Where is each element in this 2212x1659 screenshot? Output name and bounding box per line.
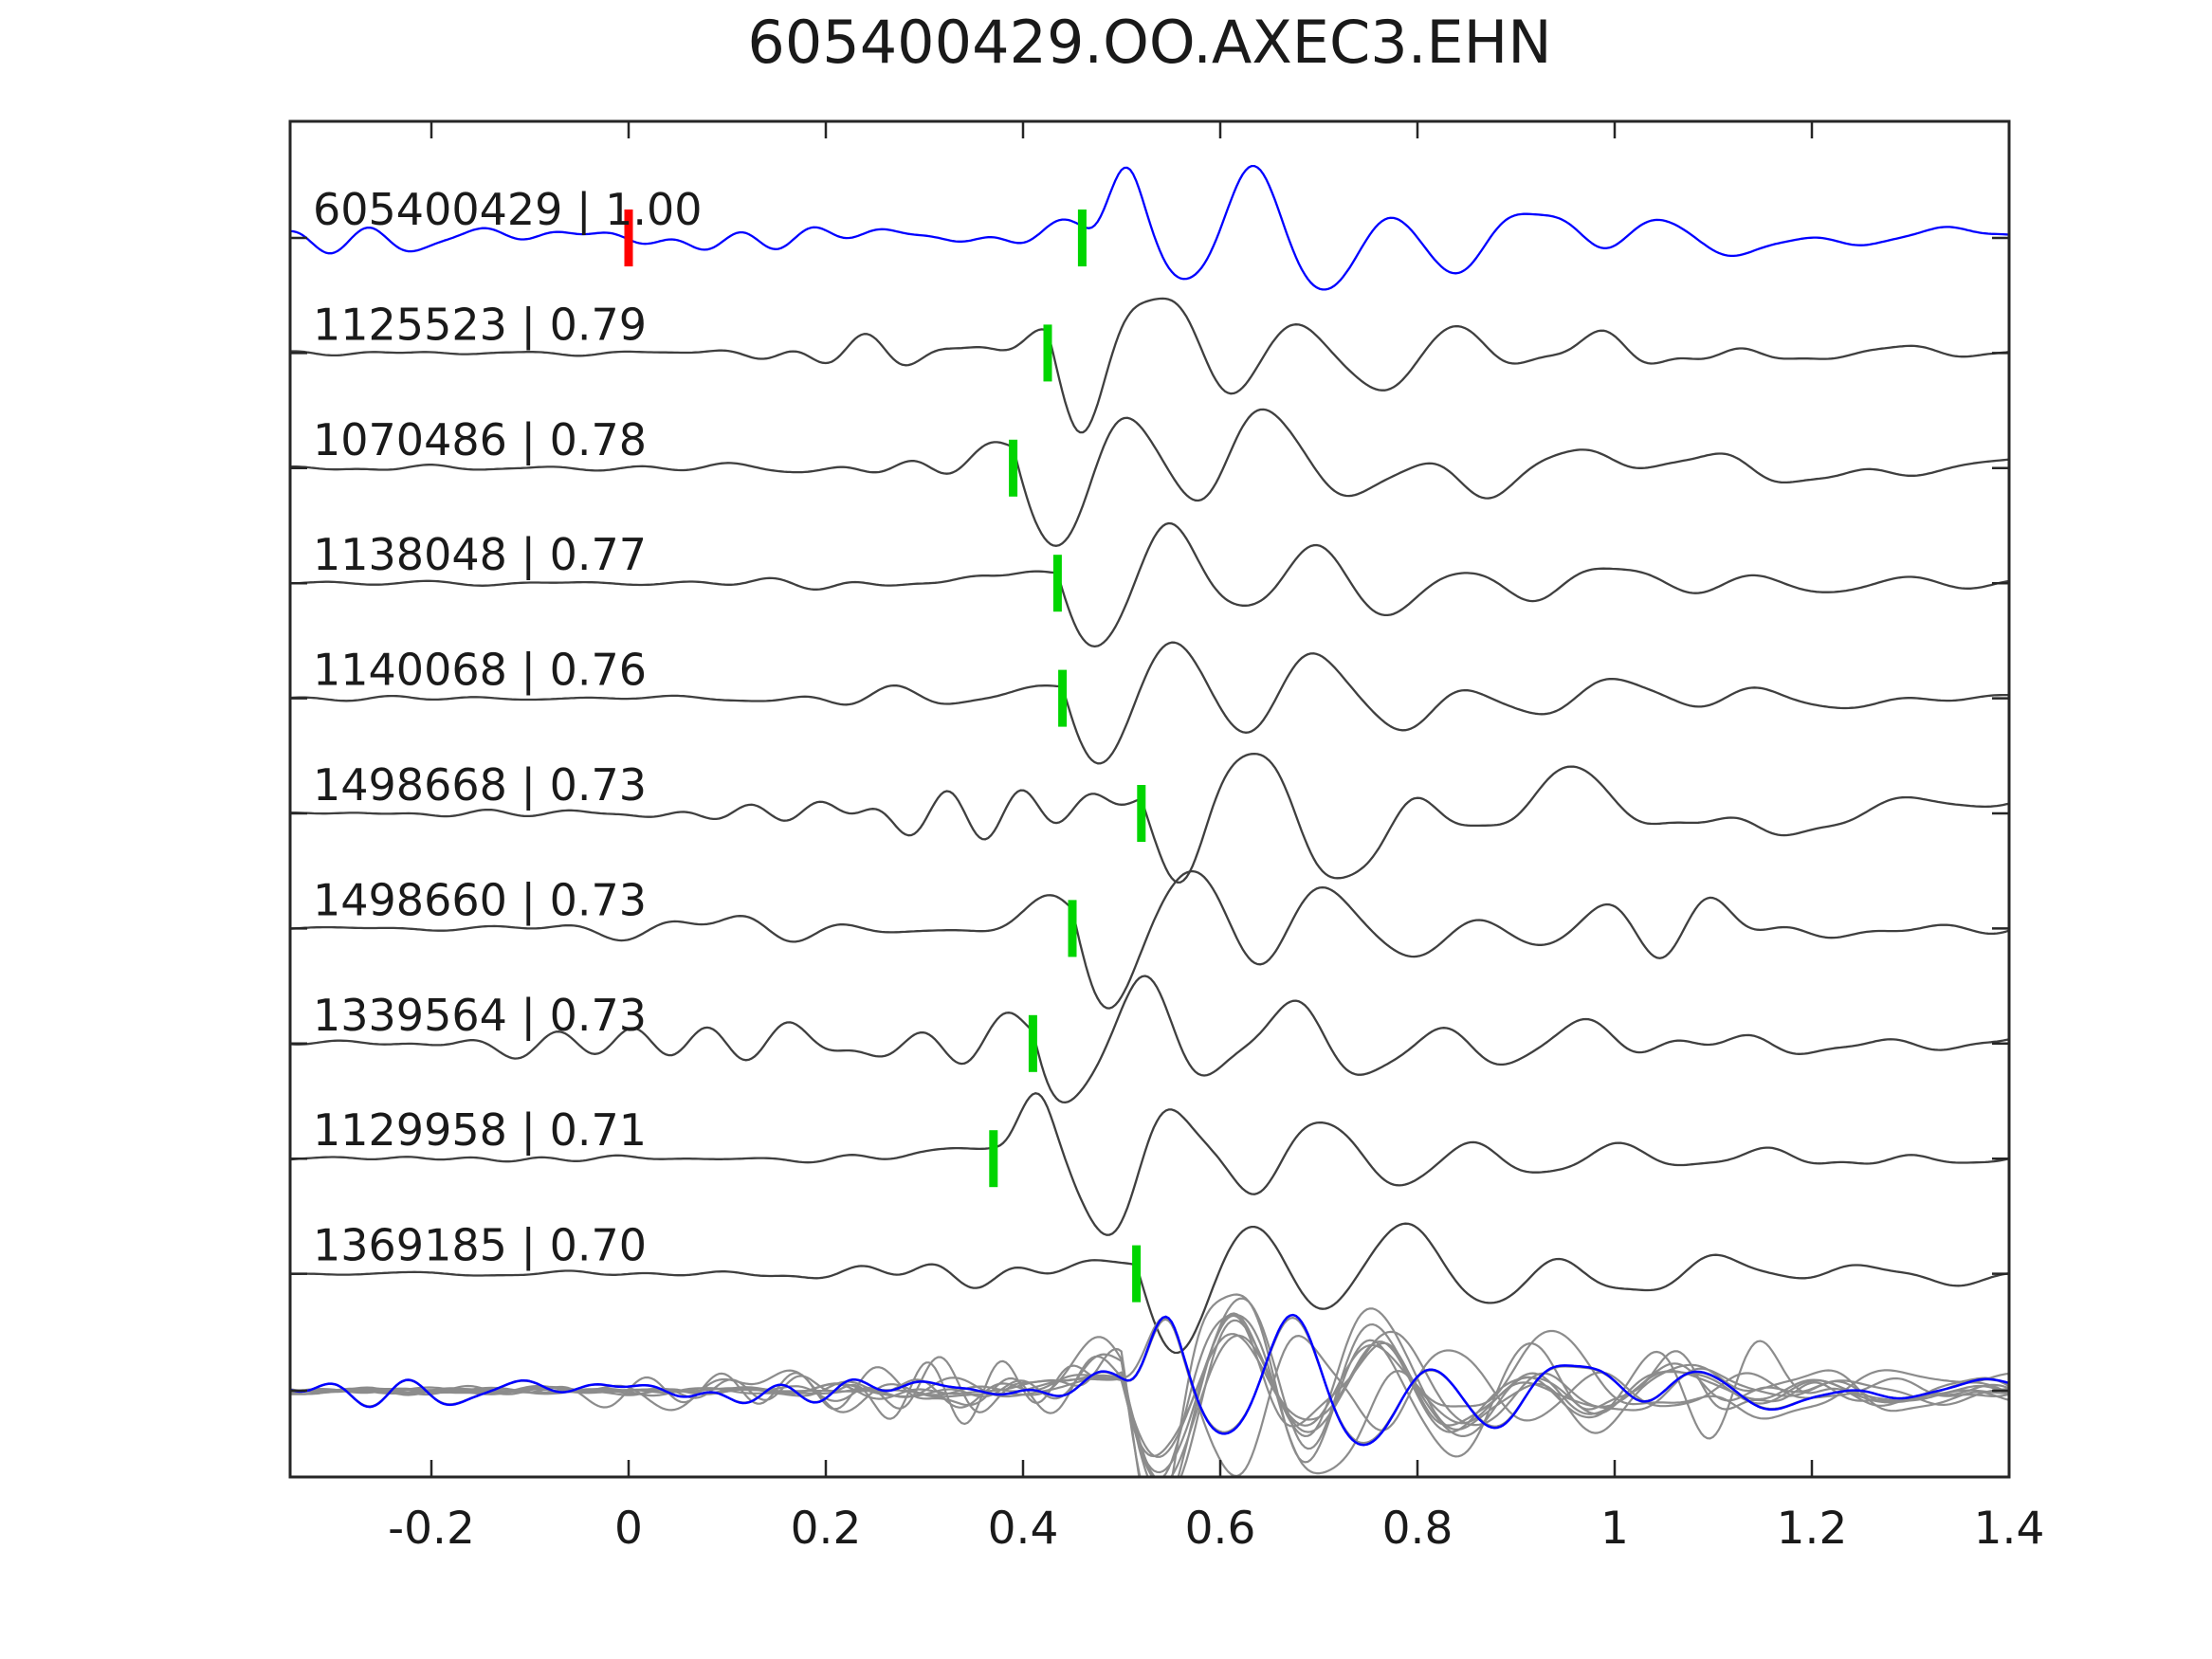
pick-marker-green bbox=[1058, 669, 1068, 727]
waveform-trace bbox=[290, 1222, 2009, 1355]
waveform-trace bbox=[290, 521, 2009, 648]
trace-label: 1498668 | 0.73 bbox=[313, 759, 647, 811]
trace-label: 1129958 | 0.71 bbox=[313, 1104, 647, 1157]
waveform-trace bbox=[290, 975, 2009, 1104]
stack-reference-trace bbox=[290, 1313, 2009, 1447]
stack-trace bbox=[290, 1317, 2009, 1477]
x-tick-label: 1.2 bbox=[1777, 1503, 1848, 1555]
trace-label: 1339564 | 0.73 bbox=[313, 990, 647, 1042]
pick-marker-green bbox=[1028, 1014, 1037, 1072]
pick-marker-green bbox=[1052, 555, 1062, 612]
x-tick-label: 1.4 bbox=[1974, 1503, 2045, 1555]
waveform-trace bbox=[290, 752, 2009, 884]
stack-trace bbox=[290, 1333, 2009, 1458]
pick-marker-green bbox=[1137, 785, 1146, 842]
pick-marker-green bbox=[1077, 210, 1087, 266]
waveform-trace bbox=[290, 1092, 2009, 1236]
x-tick-label: 0.6 bbox=[1185, 1503, 1256, 1555]
waveform-trace bbox=[290, 869, 2009, 1010]
x-tick-label: 0.4 bbox=[988, 1503, 1059, 1555]
reference-waveform-trace bbox=[290, 164, 2009, 291]
stack-trace bbox=[290, 1293, 2009, 1477]
labels: 605400429 | 1.00 1125523 | 0.79 1070486 | … bbox=[313, 184, 2044, 1555]
pick-marker-green bbox=[1043, 324, 1052, 382]
pick-marker-green bbox=[1009, 439, 1018, 497]
trace-label: 1125523 | 0.79 bbox=[313, 299, 647, 351]
waveform-trace bbox=[290, 408, 2009, 547]
trace-group bbox=[290, 164, 2009, 1477]
pick-markers bbox=[624, 210, 1146, 1303]
stack-trace bbox=[290, 1330, 2009, 1477]
x-tick-label: 0.8 bbox=[1382, 1503, 1453, 1555]
x-tick-label: 1 bbox=[1600, 1503, 1629, 1555]
x-tick-label: 0 bbox=[614, 1503, 643, 1555]
plot-border bbox=[288, 119, 2011, 1479]
axes bbox=[288, 119, 2011, 1479]
waveform-trace bbox=[290, 297, 2009, 434]
x-tick-label: 0.2 bbox=[791, 1503, 862, 1555]
trace-label: 1369185 | 0.70 bbox=[313, 1220, 647, 1272]
pick-marker-green bbox=[1068, 900, 1077, 957]
chart-title: 605400429.OO.AXEC3.EHN bbox=[747, 8, 1552, 77]
pick-marker-green bbox=[989, 1130, 998, 1188]
x-tick-label: -0.2 bbox=[388, 1503, 475, 1555]
trace-label: 605400429 | 1.00 bbox=[313, 184, 703, 236]
trace-label: 1140068 | 0.76 bbox=[313, 645, 647, 697]
stack-trace bbox=[290, 1297, 2009, 1477]
trace-label: 1070486 | 0.78 bbox=[313, 414, 647, 466]
reference-pick-marker bbox=[624, 210, 633, 266]
trace-label: 1138048 | 0.77 bbox=[313, 529, 647, 581]
waveform-trace bbox=[290, 641, 2009, 765]
trace-label: 1498660 | 0.73 bbox=[313, 874, 647, 926]
pick-marker-green bbox=[1132, 1245, 1142, 1303]
